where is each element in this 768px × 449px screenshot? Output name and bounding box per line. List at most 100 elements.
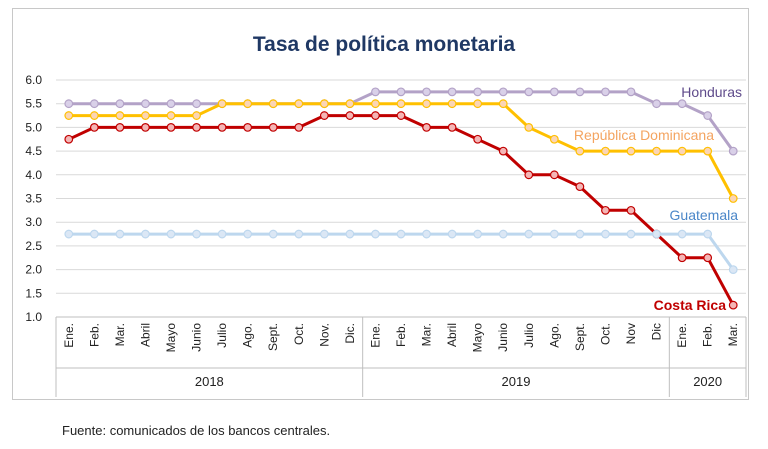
- data-point: [192, 99, 201, 109]
- data-point: [243, 229, 253, 239]
- y-tick-label: 1.5: [25, 286, 42, 300]
- data-point: [626, 146, 636, 156]
- data-point: [601, 205, 610, 215]
- data-point: [447, 99, 457, 109]
- x-tick-label: Sept.: [573, 323, 587, 351]
- data-point: [396, 229, 406, 239]
- data-point: [575, 182, 585, 192]
- data-point: [243, 122, 253, 132]
- data-point: [268, 99, 278, 109]
- x-tick-label: Mayo: [164, 323, 178, 353]
- data-point: [64, 99, 74, 109]
- data-point: [703, 111, 713, 120]
- data-point: [549, 134, 559, 144]
- series-label: República Dominicana: [574, 127, 714, 143]
- data-point: [422, 99, 431, 109]
- data-point: [141, 99, 150, 109]
- series-label: Guatemala: [670, 207, 739, 223]
- data-point: [64, 111, 74, 120]
- data-point: [217, 122, 227, 132]
- data-point: [601, 87, 610, 97]
- data-point: [371, 111, 380, 120]
- data-point: [345, 229, 355, 239]
- data-point: [89, 122, 99, 132]
- data-point: [549, 87, 559, 97]
- data-point: [89, 99, 99, 109]
- data-point: [728, 300, 738, 310]
- data-point: [677, 99, 687, 109]
- year-label: 2020: [693, 374, 722, 389]
- source-note: Fuente: comunicados de los bancos centra…: [62, 423, 331, 438]
- data-point: [345, 99, 355, 109]
- y-tick-label: 4.5: [25, 144, 42, 158]
- data-point: [703, 253, 713, 263]
- x-tick-label: Feb.: [394, 323, 408, 347]
- data-point: [524, 170, 534, 180]
- y-tick-label: 4.0: [25, 168, 42, 182]
- x-tick-label: Ene.: [368, 323, 382, 348]
- data-point: [371, 87, 380, 97]
- data-point: [575, 229, 585, 239]
- series-label: Costa Rica: [654, 297, 727, 313]
- data-point: [141, 229, 150, 239]
- data-point: [524, 229, 534, 239]
- data-point: [549, 170, 559, 180]
- data-point: [575, 146, 585, 156]
- data-point: [652, 99, 661, 109]
- x-tick-label: Ene.: [675, 323, 689, 348]
- data-point: [192, 111, 201, 120]
- chart-frame: [12, 8, 749, 400]
- data-point: [703, 146, 713, 156]
- data-point: [319, 99, 329, 109]
- data-point: [294, 122, 304, 132]
- data-point: [89, 229, 99, 239]
- data-point: [652, 229, 661, 239]
- x-tick-label: Feb.: [701, 323, 715, 347]
- data-point: [447, 229, 457, 239]
- x-tick-label: Oct.: [598, 323, 612, 345]
- data-point: [524, 122, 534, 132]
- data-point: [115, 122, 125, 132]
- data-point: [371, 99, 380, 109]
- y-tick-label: 2.5: [25, 239, 42, 253]
- data-point: [268, 122, 278, 132]
- data-point: [601, 229, 610, 239]
- data-point: [473, 87, 483, 97]
- data-point: [626, 87, 636, 97]
- y-tick-label: 3.0: [25, 215, 42, 229]
- data-point: [396, 87, 406, 97]
- x-tick-label: Julio: [522, 323, 536, 348]
- data-point: [345, 111, 355, 120]
- x-tick-label: Ene.: [62, 323, 76, 348]
- data-point: [549, 229, 559, 239]
- data-point: [115, 229, 125, 239]
- data-point: [319, 111, 329, 120]
- y-tick-label: 6.0: [25, 73, 42, 87]
- data-point: [243, 99, 253, 109]
- data-point: [447, 87, 457, 97]
- data-point: [524, 87, 534, 97]
- x-tick-label: Mar.: [726, 323, 740, 346]
- x-tick-label: Julio: [215, 323, 229, 348]
- x-tick-label: Dic: [650, 323, 664, 340]
- y-tick-label: 3.5: [25, 192, 42, 206]
- data-point: [728, 146, 738, 156]
- data-point: [115, 111, 125, 120]
- data-point: [319, 229, 329, 239]
- data-point: [371, 229, 380, 239]
- data-point: [166, 229, 176, 239]
- data-point: [728, 265, 738, 275]
- data-point: [89, 111, 99, 120]
- x-tick-label: Ago.: [547, 323, 561, 348]
- y-tick-label: 2.0: [25, 263, 42, 277]
- y-tick-label: 5.5: [25, 97, 42, 111]
- x-tick-label: Sept.: [266, 323, 280, 351]
- data-point: [294, 99, 304, 109]
- year-label: 2019: [502, 374, 531, 389]
- data-point: [677, 229, 687, 239]
- x-tick-label: Junio: [190, 323, 204, 352]
- x-tick-label: Feb.: [87, 323, 101, 347]
- data-point: [115, 99, 125, 109]
- x-tick-label: Abril: [138, 323, 152, 347]
